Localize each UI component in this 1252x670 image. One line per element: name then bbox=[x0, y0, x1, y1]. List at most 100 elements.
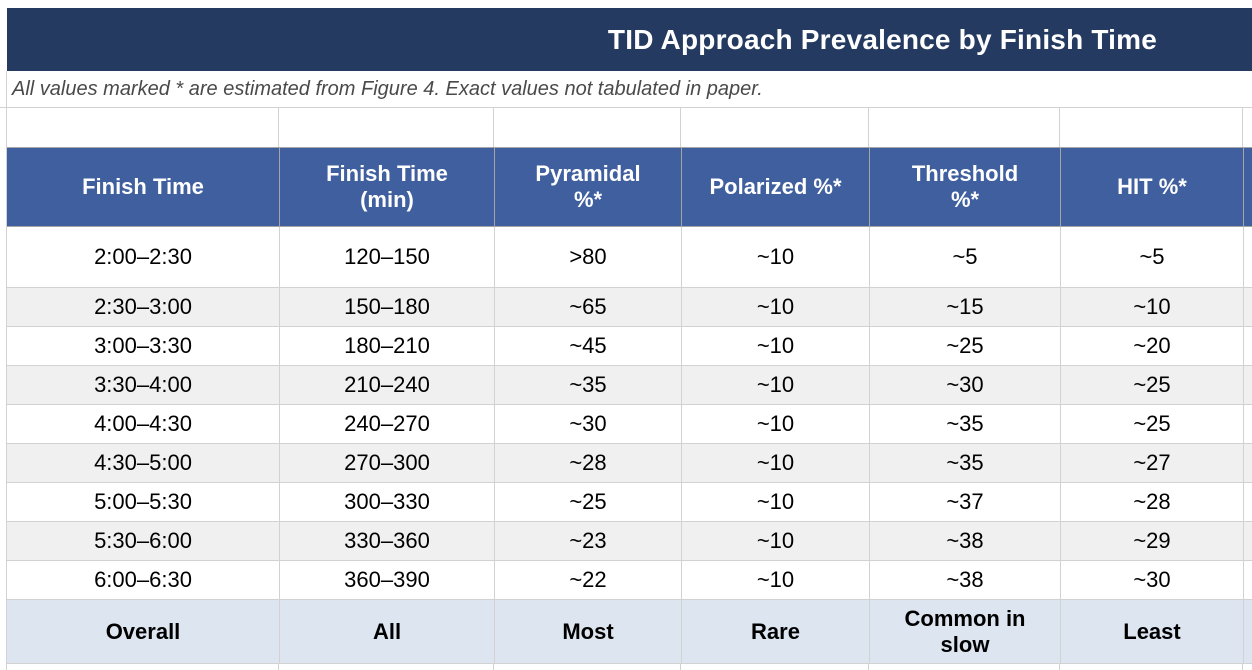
cell[interactable]: ~37 bbox=[869, 482, 1061, 522]
cell[interactable]: 3:00–3:30 bbox=[6, 326, 280, 366]
cell[interactable] bbox=[1243, 560, 1252, 600]
cell[interactable]: ~30 bbox=[494, 404, 682, 444]
column-header-partial[interactable] bbox=[1243, 147, 1252, 227]
summary-cell[interactable] bbox=[1243, 599, 1252, 664]
cell[interactable]: ~38 bbox=[869, 521, 1061, 561]
footnote-row[interactable]: All values marked * are estimated from F… bbox=[0, 71, 1252, 108]
cell[interactable] bbox=[1243, 443, 1252, 483]
column-header-pyramidal[interactable]: Pyramidal %* bbox=[494, 147, 682, 227]
cell[interactable]: 5:00–5:30 bbox=[6, 482, 280, 522]
summary-cell[interactable]: Least bbox=[1060, 599, 1244, 664]
cell[interactable]: 6:00–6:30 bbox=[6, 560, 280, 600]
cell[interactable]: ~10 bbox=[681, 287, 870, 327]
summary-cell[interactable]: Overall bbox=[6, 599, 280, 664]
header-row: Finish Time Finish Time (min) Pyramidal … bbox=[6, 147, 1252, 227]
cell[interactable] bbox=[1243, 226, 1252, 288]
cell[interactable]: ~10 bbox=[681, 560, 870, 600]
table-title-bar[interactable]: TID Approach Prevalence by Finish Time bbox=[7, 8, 1252, 71]
cell[interactable]: 330–360 bbox=[279, 521, 495, 561]
cell[interactable]: ~5 bbox=[1060, 226, 1244, 288]
cell[interactable]: ~22 bbox=[494, 560, 682, 600]
cell[interactable]: ~10 bbox=[681, 326, 870, 366]
bottom-grid-stubs bbox=[6, 663, 1243, 670]
summary-cell[interactable]: All bbox=[279, 599, 495, 664]
table-row: 3:30–4:00 210–240 ~35 ~10 ~30 ~25 bbox=[6, 365, 1252, 405]
cell[interactable]: ~10 bbox=[681, 226, 870, 288]
summary-row: Overall All Most Rare Common in slow Lea… bbox=[6, 599, 1252, 664]
column-header-polarized[interactable]: Polarized %* bbox=[681, 147, 870, 227]
cell[interactable]: ~30 bbox=[1060, 560, 1244, 600]
cell[interactable]: ~10 bbox=[681, 521, 870, 561]
summary-cell[interactable]: Rare bbox=[681, 599, 870, 664]
cell[interactable] bbox=[1243, 482, 1252, 522]
table-row: 4:00–4:30 240–270 ~30 ~10 ~35 ~25 bbox=[6, 404, 1252, 444]
cell[interactable] bbox=[1243, 287, 1252, 327]
cell[interactable]: 4:00–4:30 bbox=[6, 404, 280, 444]
cell[interactable]: ~28 bbox=[494, 443, 682, 483]
cell[interactable]: ~23 bbox=[494, 521, 682, 561]
cell[interactable]: ~10 bbox=[681, 443, 870, 483]
cell[interactable]: 210–240 bbox=[279, 365, 495, 405]
summary-cell[interactable]: Most bbox=[494, 599, 682, 664]
empty-grid-row bbox=[6, 108, 1243, 147]
cell[interactable]: 3:30–4:00 bbox=[6, 365, 280, 405]
empty-cell[interactable] bbox=[6, 108, 279, 147]
column-header-hit[interactable]: HIT %* bbox=[1060, 147, 1244, 227]
empty-cell[interactable] bbox=[279, 108, 494, 147]
table-row: 2:30–3:00 150–180 ~65 ~10 ~15 ~10 bbox=[6, 287, 1252, 327]
cell[interactable]: 360–390 bbox=[279, 560, 495, 600]
cell[interactable]: 4:30–5:00 bbox=[6, 443, 280, 483]
cell[interactable]: ~35 bbox=[869, 443, 1061, 483]
table-row: 6:00–6:30 360–390 ~22 ~10 ~38 ~30 bbox=[6, 560, 1252, 600]
cell[interactable] bbox=[1243, 365, 1252, 405]
column-header-threshold[interactable]: Threshold %* bbox=[869, 147, 1061, 227]
cell[interactable]: ~10 bbox=[681, 482, 870, 522]
cell[interactable]: ~65 bbox=[494, 287, 682, 327]
cell[interactable]: ~10 bbox=[681, 404, 870, 444]
cell[interactable]: 300–330 bbox=[279, 482, 495, 522]
cell[interactable]: ~10 bbox=[681, 365, 870, 405]
cell[interactable]: >80 bbox=[494, 226, 682, 288]
cell[interactable]: ~28 bbox=[1060, 482, 1244, 522]
cell[interactable]: ~25 bbox=[869, 326, 1061, 366]
empty-cell[interactable] bbox=[869, 108, 1060, 147]
table-row: 5:00–5:30 300–330 ~25 ~10 ~37 ~28 bbox=[6, 482, 1252, 522]
cell[interactable]: ~15 bbox=[869, 287, 1061, 327]
cell[interactable]: ~10 bbox=[1060, 287, 1244, 327]
empty-cell[interactable] bbox=[494, 108, 681, 147]
table-row: 4:30–5:00 270–300 ~28 ~10 ~35 ~27 bbox=[6, 443, 1252, 483]
cell[interactable]: 240–270 bbox=[279, 404, 495, 444]
cell[interactable]: 2:30–3:00 bbox=[6, 287, 280, 327]
cell[interactable] bbox=[1243, 404, 1252, 444]
cell[interactable]: ~35 bbox=[494, 365, 682, 405]
table-row: 3:00–3:30 180–210 ~45 ~10 ~25 ~20 bbox=[6, 326, 1252, 366]
left-gutter-gridline bbox=[6, 71, 7, 670]
cell[interactable]: ~27 bbox=[1060, 443, 1244, 483]
cell[interactable]: ~25 bbox=[1060, 365, 1244, 405]
cell[interactable]: ~29 bbox=[1060, 521, 1244, 561]
cell[interactable]: 150–180 bbox=[279, 287, 495, 327]
cell[interactable] bbox=[1243, 521, 1252, 561]
empty-cell[interactable] bbox=[1060, 108, 1243, 147]
cell[interactable]: ~25 bbox=[1060, 404, 1244, 444]
cell[interactable] bbox=[1243, 326, 1252, 366]
cell[interactable]: ~25 bbox=[494, 482, 682, 522]
cell[interactable]: ~38 bbox=[869, 560, 1061, 600]
cell[interactable]: 270–300 bbox=[279, 443, 495, 483]
cell[interactable]: 120–150 bbox=[279, 226, 495, 288]
table-row: 5:30–6:00 330–360 ~23 ~10 ~38 ~29 bbox=[6, 521, 1252, 561]
cell[interactable]: 2:00–2:30 bbox=[6, 226, 280, 288]
summary-cell[interactable]: Common in slow bbox=[869, 599, 1061, 664]
column-header-finish-time-min[interactable]: Finish Time (min) bbox=[279, 147, 495, 227]
cell[interactable]: ~35 bbox=[869, 404, 1061, 444]
cell[interactable]: ~20 bbox=[1060, 326, 1244, 366]
cell[interactable]: ~5 bbox=[869, 226, 1061, 288]
cell[interactable]: 180–210 bbox=[279, 326, 495, 366]
column-header-finish-time[interactable]: Finish Time bbox=[6, 147, 280, 227]
cell[interactable]: ~30 bbox=[869, 365, 1061, 405]
table-row: 2:00–2:30 120–150 >80 ~10 ~5 ~5 bbox=[6, 226, 1252, 288]
cell[interactable]: ~45 bbox=[494, 326, 682, 366]
empty-cell[interactable] bbox=[681, 108, 869, 147]
cell[interactable]: 5:30–6:00 bbox=[6, 521, 280, 561]
